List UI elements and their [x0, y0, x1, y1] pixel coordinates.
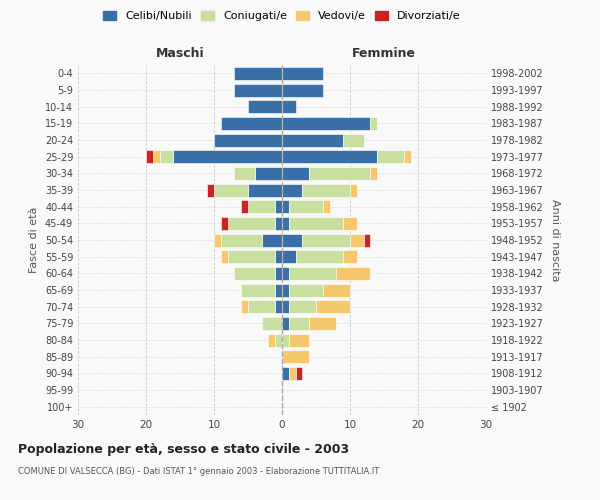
Bar — [289, 367, 296, 380]
Bar — [343, 250, 357, 263]
Bar — [282, 284, 289, 296]
Bar — [296, 367, 302, 380]
Bar — [282, 334, 289, 346]
Bar — [282, 367, 289, 380]
Bar — [214, 134, 282, 146]
Bar — [282, 184, 302, 196]
Bar — [289, 300, 316, 313]
Bar — [289, 217, 343, 230]
Bar — [241, 300, 248, 313]
Bar — [289, 267, 337, 280]
Bar — [282, 167, 309, 180]
Text: Popolazione per età, sesso e stato civile - 2003: Popolazione per età, sesso e stato civil… — [18, 442, 349, 456]
Y-axis label: Anni di nascita: Anni di nascita — [550, 198, 560, 281]
Bar — [289, 200, 323, 213]
Bar — [235, 84, 282, 96]
Bar — [289, 284, 323, 296]
Text: COMUNE DI VALSECCA (BG) - Dati ISTAT 1° gennaio 2003 - Elaborazione TUTTITALIA.I: COMUNE DI VALSECCA (BG) - Dati ISTAT 1° … — [18, 468, 379, 476]
Bar — [241, 200, 248, 213]
Bar — [275, 284, 282, 296]
Bar — [221, 217, 227, 230]
Bar — [214, 234, 221, 246]
Bar — [350, 184, 357, 196]
Bar — [275, 267, 282, 280]
Bar — [323, 200, 329, 213]
Bar — [227, 250, 275, 263]
Bar — [275, 200, 282, 213]
Bar — [289, 317, 309, 330]
Bar — [282, 117, 370, 130]
Bar — [282, 300, 289, 313]
Bar — [268, 334, 275, 346]
Bar — [248, 200, 275, 213]
Bar — [282, 150, 377, 163]
Bar — [282, 200, 289, 213]
Bar — [275, 217, 282, 230]
Bar — [282, 250, 296, 263]
Legend: Celibi/Nubili, Coniugati/e, Vedovi/e, Divorziati/e: Celibi/Nubili, Coniugati/e, Vedovi/e, Di… — [103, 10, 461, 21]
Bar — [275, 334, 282, 346]
Bar — [343, 134, 364, 146]
Bar — [207, 184, 214, 196]
Bar — [160, 150, 173, 163]
Bar — [262, 317, 282, 330]
Bar — [235, 267, 275, 280]
Bar — [262, 234, 282, 246]
Bar — [214, 184, 248, 196]
Bar — [221, 117, 282, 130]
Bar — [343, 217, 357, 230]
Bar — [302, 234, 350, 246]
Bar — [377, 150, 404, 163]
Bar — [241, 284, 275, 296]
Bar — [173, 150, 282, 163]
Bar — [248, 184, 282, 196]
Bar — [282, 267, 289, 280]
Bar — [289, 334, 309, 346]
Text: Femmine: Femmine — [352, 47, 416, 60]
Bar — [404, 150, 411, 163]
Bar — [309, 317, 337, 330]
Y-axis label: Fasce di età: Fasce di età — [29, 207, 39, 273]
Bar — [248, 100, 282, 113]
Bar — [350, 234, 364, 246]
Bar — [282, 317, 289, 330]
Bar — [153, 150, 160, 163]
Bar — [255, 167, 282, 180]
Bar — [282, 217, 289, 230]
Bar — [275, 300, 282, 313]
Bar — [282, 134, 343, 146]
Bar — [364, 234, 370, 246]
Bar — [370, 117, 377, 130]
Bar — [309, 167, 370, 180]
Bar — [370, 167, 377, 180]
Bar — [296, 250, 343, 263]
Bar — [282, 84, 323, 96]
Bar — [221, 234, 262, 246]
Bar — [302, 184, 350, 196]
Bar — [282, 67, 323, 80]
Bar — [316, 300, 350, 313]
Bar — [227, 217, 275, 230]
Bar — [221, 250, 227, 263]
Bar — [275, 250, 282, 263]
Bar — [282, 100, 296, 113]
Bar — [248, 300, 275, 313]
Bar — [337, 267, 370, 280]
Bar — [282, 234, 302, 246]
Bar — [146, 150, 153, 163]
Bar — [235, 67, 282, 80]
Bar — [235, 167, 255, 180]
Text: Maschi: Maschi — [155, 47, 205, 60]
Bar — [323, 284, 350, 296]
Bar — [282, 350, 309, 363]
